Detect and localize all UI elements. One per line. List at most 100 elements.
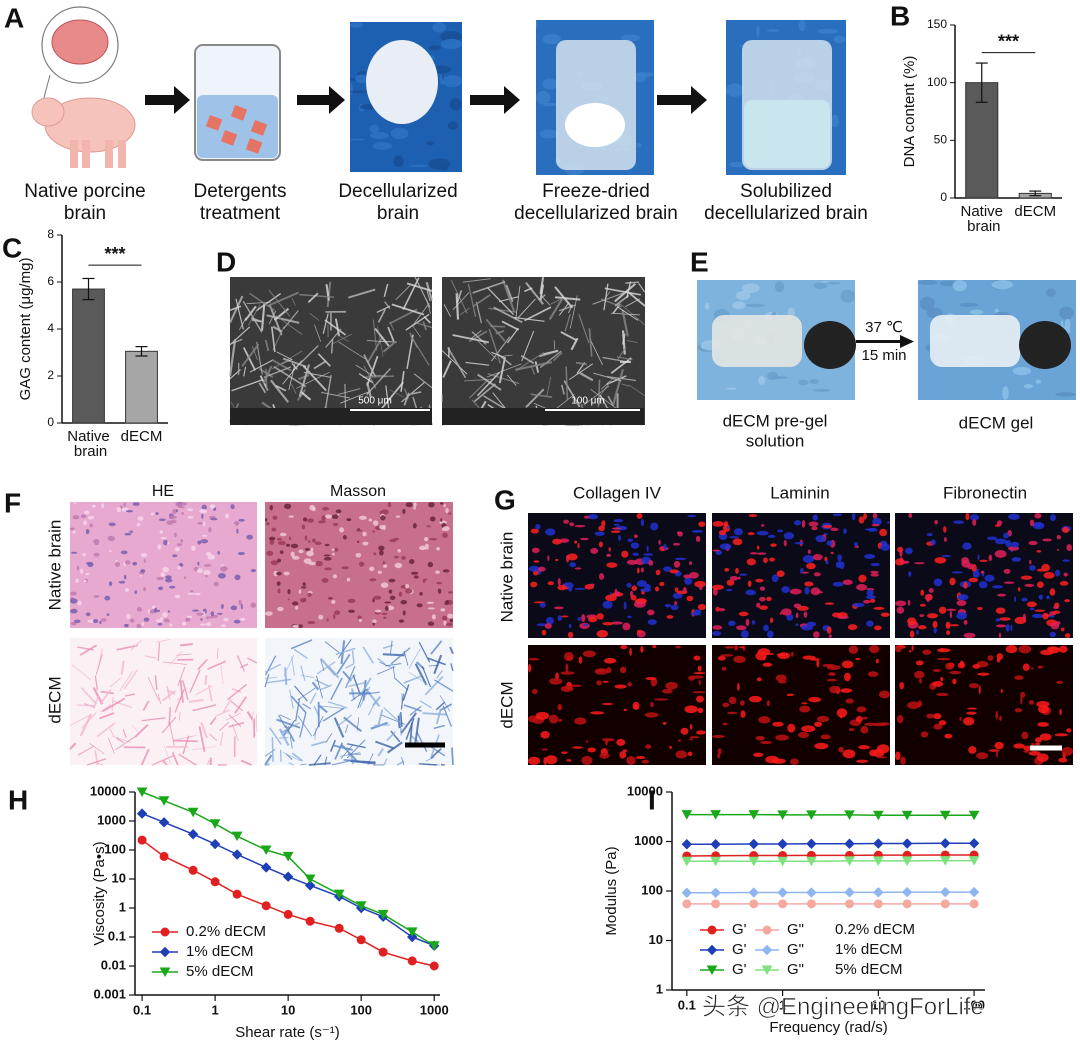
- texture: [89, 523, 93, 528]
- y-tick-label: 10: [649, 932, 663, 947]
- texture: [724, 567, 730, 572]
- image: [528, 645, 706, 765]
- texture: [759, 586, 766, 591]
- texture: [473, 383, 497, 403]
- texture: [843, 528, 847, 535]
- texture: [809, 379, 820, 384]
- texture: [1046, 595, 1050, 600]
- texture: [123, 574, 127, 580]
- condition: 37 ℃: [865, 319, 903, 336]
- texture: [421, 665, 432, 688]
- texture: [313, 716, 324, 737]
- texture: [147, 676, 160, 701]
- x-tick-label: 100: [350, 1002, 372, 1017]
- texture: [560, 685, 574, 693]
- texture: [747, 580, 752, 587]
- texture: [265, 611, 273, 616]
- texture: [196, 568, 203, 574]
- illustration: [51, 19, 109, 65]
- texture: [379, 550, 384, 556]
- texture: [1029, 565, 1036, 571]
- texture: [362, 646, 374, 664]
- texture: [599, 752, 610, 759]
- texture: [909, 630, 915, 638]
- texture: [1028, 540, 1038, 546]
- texture: [441, 166, 449, 171]
- arrow: [856, 340, 902, 343]
- texture: [862, 599, 871, 604]
- marker: [187, 829, 199, 840]
- texture: [937, 648, 951, 653]
- texture: [887, 521, 890, 524]
- texture: [826, 678, 837, 682]
- arrow: [691, 86, 707, 114]
- texture: [411, 391, 422, 395]
- illustration: [220, 130, 238, 146]
- texture: [95, 653, 103, 675]
- texture: [808, 521, 819, 527]
- texture: [358, 373, 374, 384]
- texture: [449, 646, 454, 654]
- texture: [724, 646, 735, 649]
- texture: [246, 301, 271, 304]
- texture: [198, 726, 206, 752]
- texture: [290, 551, 295, 558]
- texture: [895, 558, 905, 566]
- column-label: Fibronectin: [943, 483, 1027, 502]
- texture: [173, 739, 198, 743]
- texture: [273, 307, 290, 321]
- texture: [791, 651, 794, 657]
- texture: [408, 164, 429, 167]
- texture: [387, 326, 395, 342]
- texture: [610, 312, 640, 316]
- texture: [108, 522, 116, 527]
- texture: [363, 354, 377, 378]
- texture: [670, 604, 679, 611]
- texture: [810, 587, 821, 596]
- texture: [729, 535, 739, 539]
- texture: [1035, 737, 1042, 743]
- texture: [1036, 753, 1049, 762]
- texture: [994, 741, 1004, 750]
- texture: [1028, 751, 1041, 756]
- texture: [143, 558, 146, 563]
- texture: [400, 600, 408, 605]
- texture: [538, 349, 559, 358]
- texture: [178, 753, 197, 766]
- texture: [175, 547, 180, 552]
- texture: [794, 520, 802, 526]
- marker: [968, 886, 980, 898]
- watermark: 头条 @EngineeringForLife: [702, 993, 984, 1020]
- texture: [309, 312, 320, 321]
- texture: [374, 374, 387, 377]
- texture: [297, 715, 313, 737]
- texture: [206, 622, 212, 627]
- texture: [205, 574, 208, 578]
- texture: [621, 383, 630, 387]
- marker: [159, 851, 169, 861]
- marker: [136, 787, 148, 798]
- texture: [204, 675, 208, 685]
- texture: [781, 586, 790, 593]
- texture: [432, 22, 446, 33]
- texture: [574, 587, 587, 590]
- series-line: [686, 859, 975, 862]
- texture: [325, 733, 333, 743]
- texture: [959, 716, 962, 721]
- texture: [309, 692, 317, 705]
- texture: [581, 614, 586, 623]
- texture: [299, 390, 312, 401]
- texture: [803, 611, 808, 618]
- texture: [136, 607, 142, 612]
- texture: [925, 594, 933, 597]
- texture: [362, 679, 367, 701]
- texture: [416, 732, 428, 752]
- illustration: [804, 321, 856, 369]
- texture: [544, 623, 552, 629]
- texture: [167, 541, 170, 545]
- texture: [769, 557, 775, 562]
- texture: [307, 621, 316, 625]
- texture: [372, 520, 379, 526]
- texture: [578, 656, 583, 664]
